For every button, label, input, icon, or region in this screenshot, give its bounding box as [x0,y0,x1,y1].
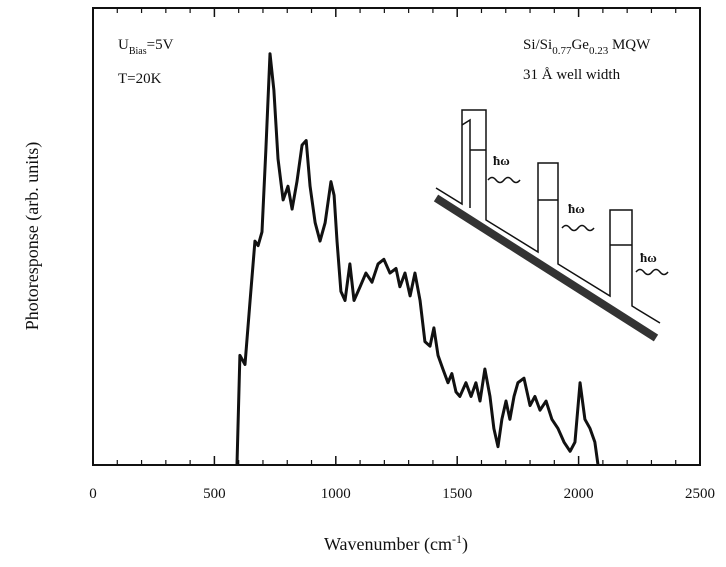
inset-label: ħω [568,201,585,216]
ann-part: MQW [608,37,651,53]
annotation: UBias=5V [118,37,174,57]
x-label-end: ) [462,534,468,555]
x-label-main: Wavenumber (cm [324,534,452,555]
band-level [461,118,471,208]
x-tick-label: 0 [89,486,97,502]
ann-part: Si/Si [523,37,552,53]
ann-part: U [118,37,129,53]
ann-part: 0.77 [552,45,572,57]
ann-part: 31 Å well width [523,67,621,83]
ann-part: =5V [147,37,174,53]
x-axis-label: Wavenumber (cm-1) [324,532,468,555]
annotation: T=20K [118,71,162,87]
annotation: 31 Å well width [523,67,621,83]
inset-diagram [433,109,669,342]
x-tick-label: 2000 [564,486,594,502]
x-label-sup: -1 [452,532,462,546]
photon [561,224,595,232]
ann-part: Ge [571,37,589,53]
ann-part: 0.23 [589,45,609,57]
band-edge [435,109,661,324]
ann-part: Bias [129,46,147,57]
x-tick-label: 1500 [442,486,472,502]
photon [487,176,521,184]
inset-label: ħω [493,153,510,168]
band-bar [433,194,659,342]
x-tick-label: 500 [203,486,226,502]
x-tick-label: 1000 [321,486,351,502]
inset-label: ħω [640,250,657,265]
plot-frame [92,7,701,466]
photon [635,268,669,276]
ann-part: T=20K [118,71,162,87]
x-tick-label: 2500 [685,486,715,502]
annotation: Si/Si0.77Ge0.23 MQW [523,37,651,57]
y-axis-label: Photoresponse (arb. units) [22,142,43,330]
line [235,52,600,466]
